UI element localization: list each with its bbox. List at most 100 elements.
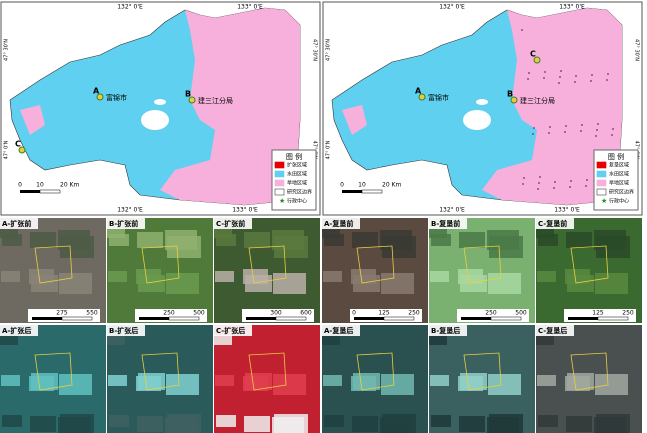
scale-label: 0 [340, 182, 344, 189]
legend-swatch [274, 170, 285, 178]
field-patch [216, 234, 236, 246]
scale-label: 0 [18, 182, 22, 189]
image-panel: A-扩张前 275 550 [0, 218, 106, 323]
image-panel: C-扩张前 300 600 [214, 218, 320, 323]
field-patch [596, 414, 630, 433]
lake [463, 110, 491, 130]
legend-swatch [274, 161, 285, 169]
reclaim-dot [581, 124, 583, 126]
lake [141, 110, 169, 130]
reclaim-dot [564, 131, 566, 133]
scale-bar [275, 316, 307, 321]
field-patch [324, 415, 344, 427]
legend-item: 旱地区域 [609, 180, 629, 187]
place-marker [510, 96, 518, 104]
image-panel: C-复垦后 [536, 325, 642, 433]
field-patch [1, 375, 20, 386]
dryland-patch [20, 105, 45, 135]
place-name: 富锦市 [428, 93, 449, 102]
field-patch [167, 236, 201, 258]
field-patch [244, 232, 270, 248]
image-panel: A-复垦前 0 125 250 [322, 218, 428, 323]
field-patch [30, 416, 56, 432]
legend-item: 研究区边界 [609, 189, 634, 196]
reclaim-dot [585, 185, 587, 187]
field-patch [245, 373, 272, 390]
scale-bar [39, 189, 61, 194]
scale-bar [32, 317, 62, 320]
field-patch [107, 228, 125, 238]
legend-swatch [596, 170, 607, 178]
reclaim-dot [606, 79, 608, 81]
reclaim-dot [611, 134, 613, 136]
label-box [107, 218, 145, 229]
dryland-patch [342, 105, 367, 135]
label-box [322, 325, 360, 336]
scale-bar [61, 316, 93, 321]
image-panel: C-复垦前 125 250 [536, 218, 642, 323]
reclaim-dot [544, 71, 546, 73]
legend-swatch [596, 188, 607, 196]
place-marker [418, 93, 426, 101]
field-patch [353, 373, 380, 390]
reclaim-dot [590, 80, 592, 82]
scale-label: 300 [270, 310, 282, 317]
reclaim-dot [543, 77, 545, 79]
lon-label: 132° 0'E [117, 4, 143, 11]
field-patch [108, 271, 127, 282]
image-panel: B-扩张后 [107, 325, 213, 433]
field-patch [536, 335, 554, 345]
reclaim-dot [559, 76, 561, 78]
reclaim-dot [558, 82, 560, 84]
scale-label: 0 [352, 310, 356, 317]
field-patch [215, 375, 234, 386]
label-box [322, 218, 360, 229]
scale-bar [597, 316, 629, 321]
scale-bar [139, 317, 169, 320]
place-name: 富锦市 [106, 93, 127, 102]
label-box [214, 218, 252, 229]
field-patch [166, 374, 199, 395]
label-box [214, 325, 252, 336]
field-patch [537, 375, 556, 386]
study-outline [34, 352, 73, 391]
lon-label: 133° 0'E [237, 4, 263, 11]
field-patch [567, 373, 594, 390]
place-letter: A [415, 87, 422, 96]
field-patch [381, 374, 414, 395]
reclaim-dot [612, 128, 614, 130]
scale-bar [490, 316, 522, 321]
legend-star: ★ [601, 197, 607, 205]
panel-label: B-复垦前 [431, 219, 460, 228]
panel-label: A-扩张前 [2, 219, 31, 228]
scale-bar [342, 190, 362, 193]
reclaim-dot [554, 181, 556, 183]
panel-label: C-复垦后 [538, 326, 567, 335]
field-patch [214, 335, 232, 345]
map: 132° 0'E 133° 0'E 132° 0'E 133° 0'E 47° 30'N… [0, 1, 321, 216]
study-outline [141, 245, 180, 284]
reclaim-dot [560, 70, 562, 72]
place-marker [533, 56, 541, 64]
field-patch [538, 415, 558, 427]
scale-bar [246, 317, 276, 320]
field-patch [323, 271, 342, 282]
field-patch [0, 228, 18, 238]
reclaim-dot [528, 72, 530, 74]
field-patch [137, 416, 163, 432]
scale-bar [461, 317, 491, 320]
scale-bar [20, 190, 40, 193]
reclaim-dot [570, 180, 572, 182]
reclaim-dot [539, 176, 541, 178]
scale-label: 20 Km [382, 182, 401, 189]
reclaim-dot [591, 74, 593, 76]
field-patch [537, 271, 556, 282]
legend-title: 图 例 [286, 152, 302, 161]
lon-label: 132° 0'E [439, 4, 465, 11]
reclaim-dot [549, 126, 551, 128]
legend-title: 图 例 [608, 152, 624, 161]
field-patch [322, 228, 340, 238]
place-letter: B [507, 90, 513, 99]
field-patch [459, 232, 485, 248]
scale-bar [568, 317, 598, 320]
